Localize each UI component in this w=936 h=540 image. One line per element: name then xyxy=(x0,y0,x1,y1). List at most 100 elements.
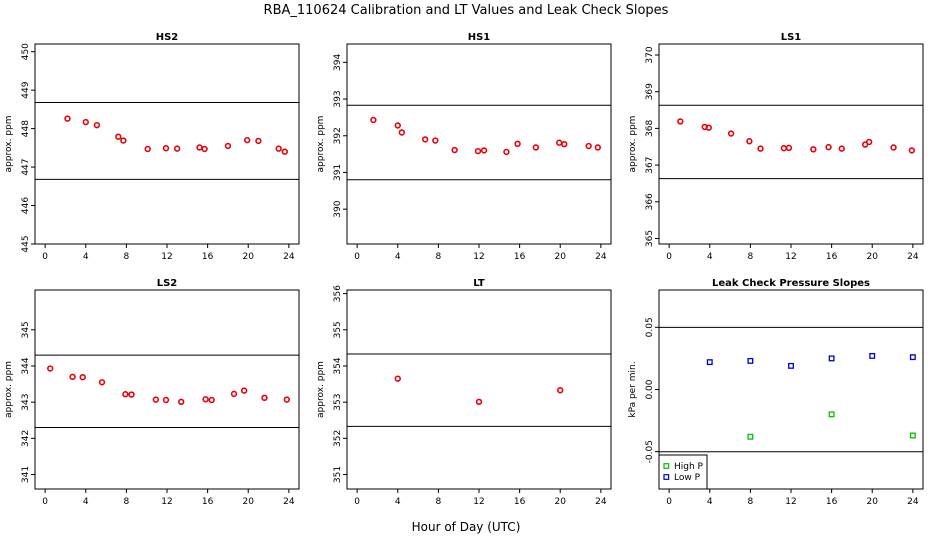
data-point xyxy=(432,137,439,144)
series-0 xyxy=(677,118,916,154)
data-point xyxy=(128,391,135,398)
y-tick-label: 345 xyxy=(21,321,31,338)
x-tick-label: 12 xyxy=(161,497,172,507)
x-tick-label: 4 xyxy=(83,252,89,262)
data-point xyxy=(79,373,86,381)
data-point xyxy=(162,396,170,404)
data-point xyxy=(208,396,215,404)
data-point xyxy=(93,121,101,129)
panel-ls2: LS2 0 4 8 12 16 20 24 341 342 343 344 345 approx. ppm xyxy=(4,278,300,507)
y-tick-label: 351 xyxy=(333,466,343,483)
panel-hs2: HS2 0 4 8 12 16 20 24 445 446 447 448 449 450 approx. … xyxy=(4,32,300,262)
x-tick-label: 4 xyxy=(395,497,401,507)
data-point xyxy=(82,118,89,126)
data-point xyxy=(727,130,735,137)
data-point xyxy=(152,396,160,403)
series-0 xyxy=(394,375,564,406)
data-point xyxy=(196,144,203,151)
x-tick-label: 24 xyxy=(283,252,295,262)
data-point xyxy=(869,352,876,359)
data-point xyxy=(788,362,794,369)
data-point xyxy=(480,147,488,154)
y-tick-label: 392 xyxy=(333,127,343,144)
plot-frame xyxy=(34,43,300,245)
data-point xyxy=(394,122,401,129)
data-point xyxy=(394,375,401,382)
data-point xyxy=(585,142,592,150)
x-tick-label: 8 xyxy=(748,252,754,262)
x-tick-label: 8 xyxy=(436,252,442,262)
x-tick-label: 24 xyxy=(907,497,919,507)
data-point xyxy=(561,140,568,148)
x-tick-label: 0 xyxy=(666,497,672,507)
data-point xyxy=(398,129,406,136)
data-point xyxy=(370,116,377,124)
data-point xyxy=(47,365,54,372)
data-point xyxy=(275,145,282,152)
x-tick-label: 12 xyxy=(473,497,484,507)
data-point xyxy=(838,145,845,152)
panel-title: HS1 xyxy=(468,32,491,43)
data-point xyxy=(909,432,916,439)
data-point xyxy=(556,139,563,146)
legend-label: Low P xyxy=(674,473,701,483)
data-point xyxy=(677,118,684,125)
y-tick-label: 445 xyxy=(21,235,31,252)
data-point xyxy=(173,145,181,152)
x-tick-label: 12 xyxy=(473,252,484,262)
y-axis-label: approx. ppm xyxy=(316,361,326,418)
y-tick-label: 355 xyxy=(333,321,343,338)
y-axis-label: approx. ppm xyxy=(316,116,326,173)
figure-x-axis-label: Hour of Day (UTC) xyxy=(412,520,521,534)
data-point xyxy=(909,354,916,361)
data-point xyxy=(747,357,754,364)
data-point xyxy=(810,146,817,153)
y-tick-label: 447 xyxy=(21,158,31,175)
data-point xyxy=(825,143,832,151)
data-point xyxy=(747,433,754,440)
panel-hs1: HS1 0 4 8 12 16 20 24 390 391 392 393 394 approx. ppm xyxy=(316,32,612,262)
x-tick-label: 0 xyxy=(354,252,360,262)
data-point xyxy=(594,144,601,151)
series-0 xyxy=(64,115,288,155)
series-0 xyxy=(370,116,601,156)
x-tick-label: 16 xyxy=(514,497,526,507)
data-point xyxy=(64,115,71,122)
x-tick-label: 16 xyxy=(826,252,838,262)
panel-title: LS1 xyxy=(781,32,802,43)
x-tick-label: 0 xyxy=(666,252,672,262)
y-tick-label: 393 xyxy=(333,90,343,107)
y-tick-label: 369 xyxy=(645,83,655,100)
data-point xyxy=(421,136,429,143)
panel-title: Leak Check Pressure Slopes xyxy=(712,278,870,289)
plot-frame xyxy=(346,289,612,490)
panel-title: LT xyxy=(473,278,485,289)
x-tick-label: 20 xyxy=(555,497,567,507)
panel-title: HS2 xyxy=(156,32,179,43)
y-tick-label: -0.05 xyxy=(645,440,655,463)
y-tick-label: 394 xyxy=(333,53,343,70)
legend-label: High P xyxy=(674,462,704,472)
panel-leak: Leak Check Pressure Slopes 0 4 8 12 16 20 24 -0.… xyxy=(628,278,924,507)
data-point xyxy=(890,144,897,151)
x-tick-label: 12 xyxy=(161,252,172,262)
series-low-p xyxy=(706,352,916,369)
data-point xyxy=(475,398,483,406)
x-tick-label: 20 xyxy=(867,252,879,262)
y-axis-label: approx. ppm xyxy=(4,116,14,173)
panel-lt: LT 0 4 8 12 16 20 24 351 352 353 354 355 356 approx. p… xyxy=(316,278,612,507)
x-tick-label: 0 xyxy=(42,252,48,262)
data-point xyxy=(283,396,291,403)
y-tick-label: 354 xyxy=(333,357,343,374)
plot-frame xyxy=(658,43,924,245)
data-point xyxy=(865,138,873,146)
data-point xyxy=(98,379,106,386)
y-tick-label: 450 xyxy=(21,43,31,60)
data-point xyxy=(202,396,209,403)
x-tick-label: 24 xyxy=(283,497,295,507)
figure-title: RBA_110624 Calibration and LT Values and… xyxy=(264,3,669,18)
legend-marker xyxy=(663,463,670,469)
y-tick-label: 352 xyxy=(333,430,343,447)
